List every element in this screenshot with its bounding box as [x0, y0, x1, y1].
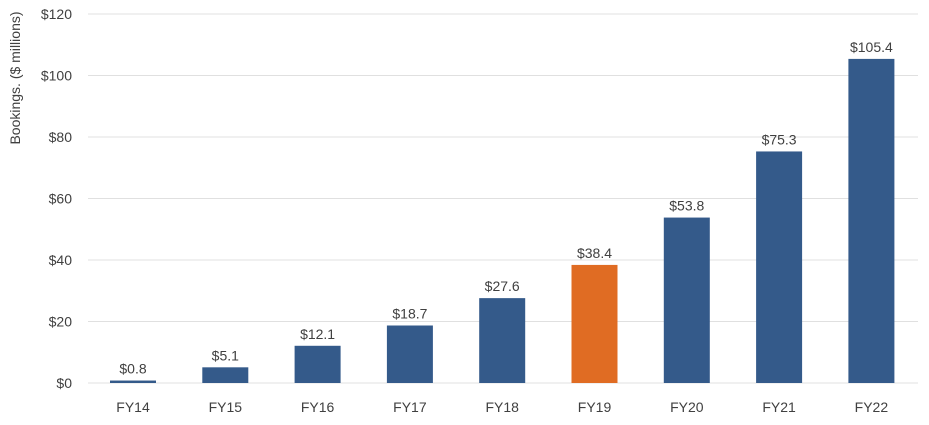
- y-tick-label: $20: [49, 314, 73, 330]
- bar-fy19: [571, 264, 618, 383]
- y-tick-label: $0: [56, 375, 72, 391]
- data-label: $0.8: [119, 361, 146, 377]
- bar-fy16: [294, 345, 341, 383]
- data-label: $12.1: [300, 326, 335, 342]
- x-tick-label: FY14: [116, 399, 150, 415]
- x-tick-label: FY20: [670, 399, 704, 415]
- bar-fy14: [110, 380, 156, 383]
- data-label: $75.3: [762, 131, 797, 147]
- y-tick-label: $120: [41, 6, 72, 22]
- y-axis-title: Bookings. ($ millions): [7, 11, 23, 144]
- x-tick-label: FY15: [209, 399, 243, 415]
- x-tick-label: FY22: [855, 399, 889, 415]
- bar-fy18: [479, 298, 526, 383]
- bar-fy20: [663, 217, 710, 383]
- y-tick-label: $40: [49, 252, 73, 268]
- x-tick-label: FY17: [393, 399, 427, 415]
- data-label: $27.6: [485, 278, 520, 294]
- x-tick-label: FY19: [578, 399, 612, 415]
- y-tick-label: $80: [49, 129, 73, 145]
- x-tick-label: FY18: [485, 399, 519, 415]
- data-label: $5.1: [212, 347, 239, 363]
- bar-fy21: [756, 151, 803, 383]
- y-tick-label: $100: [41, 68, 72, 84]
- data-label: $18.7: [392, 305, 427, 321]
- data-label: $38.4: [577, 245, 612, 261]
- y-tick-label: $60: [49, 191, 73, 207]
- data-label: $53.8: [669, 198, 704, 214]
- x-tick-label: FY21: [762, 399, 796, 415]
- bar-fy17: [386, 325, 433, 383]
- data-label: $105.4: [850, 39, 893, 55]
- bar-fy15: [202, 367, 249, 383]
- x-tick-label: FY16: [301, 399, 335, 415]
- bar-fy22: [848, 58, 895, 384]
